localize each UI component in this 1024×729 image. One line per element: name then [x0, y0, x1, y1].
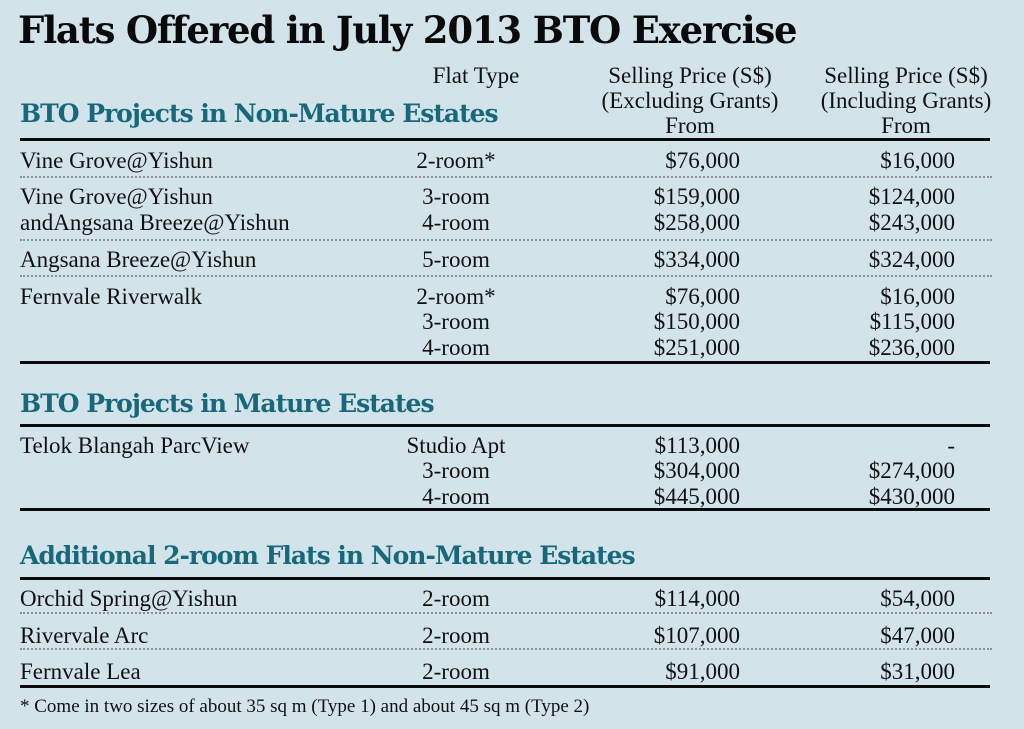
- flat-type: 2-room: [422, 586, 490, 611]
- price-excl-grants: $159,000: [653, 184, 740, 209]
- project-name: andAngsana Breeze@Yishun: [20, 210, 290, 235]
- flat-type: 2-room*: [416, 148, 496, 173]
- project-name: Vine Grove@Yishun: [20, 148, 213, 173]
- flat-type: 3-room: [422, 309, 490, 334]
- row-divider: [20, 648, 992, 650]
- section-rule: [20, 361, 990, 364]
- price-excl-grants: $76,000: [665, 284, 740, 309]
- price-incl-grants: $124,000: [868, 184, 955, 209]
- section-heading-additional-2-room: Additional 2-room Flats in Non-Mature Es…: [20, 541, 636, 570]
- row-divider: [20, 612, 992, 614]
- price-excl-grants: $150,000: [653, 309, 740, 334]
- project-name: Telok Blangah ParcView: [20, 433, 250, 458]
- row-divider: [20, 176, 992, 178]
- price-excl-grants: $445,000: [653, 484, 740, 509]
- flat-type: 3-room: [422, 184, 490, 209]
- price-incl-grants: $31,000: [880, 659, 955, 684]
- price-excl-grants: $258,000: [653, 210, 740, 235]
- row-divider: [20, 275, 992, 277]
- flat-type: 5-room: [422, 247, 490, 272]
- price-incl-grants: $274,000: [868, 458, 955, 483]
- flat-type: 2-room: [422, 623, 490, 648]
- column-header-flat-type: Flat Type: [432, 63, 520, 88]
- section-heading-mature: BTO Projects in Mature Estates: [20, 389, 435, 418]
- section-rule: [20, 508, 990, 511]
- column-header-incl-line2: (Including Grants): [820, 88, 992, 113]
- page-title: Flats Offered in July 2013 BTO Exercise: [18, 8, 798, 52]
- price-incl-grants: $236,000: [868, 335, 955, 360]
- price-incl-grants: $47,000: [880, 623, 955, 648]
- price-excl-grants: $91,000: [665, 659, 740, 684]
- flat-type: 3-room: [422, 458, 490, 483]
- price-incl-grants: $16,000: [880, 284, 955, 309]
- price-excl-grants: $114,000: [654, 586, 740, 611]
- section-heading-non-mature: BTO Projects in Non-Mature Estates: [20, 99, 499, 128]
- section-rule: [20, 424, 990, 427]
- price-excl-grants: $334,000: [653, 247, 740, 272]
- price-incl-grants: $16,000: [880, 148, 955, 173]
- price-incl-grants: $115,000: [869, 309, 955, 334]
- project-name: Rivervale Arc: [20, 623, 149, 648]
- price-excl-grants: $76,000: [665, 148, 740, 173]
- column-header-excl-line2: (Excluding Grants): [601, 88, 779, 113]
- flat-type: 2-room*: [416, 284, 496, 309]
- price-incl-grants: -: [947, 433, 955, 458]
- column-header-excl-line3: From: [665, 113, 715, 138]
- row-divider: [20, 239, 992, 241]
- price-incl-grants: $430,000: [868, 484, 955, 509]
- price-incl-grants: $243,000: [868, 210, 955, 235]
- flat-type: 4-room: [422, 335, 490, 360]
- price-excl-grants: $113,000: [654, 433, 740, 458]
- section-rule: [20, 685, 990, 688]
- column-header-excl-line1: Selling Price (S$): [608, 63, 772, 88]
- project-name: Orchid Spring@Yishun: [20, 586, 238, 611]
- flat-type: 2-room: [422, 659, 490, 684]
- price-incl-grants: $324,000: [868, 247, 955, 272]
- section-rule: [20, 138, 990, 141]
- project-name: Fernvale Lea: [20, 659, 141, 684]
- flat-type: 4-room: [422, 484, 490, 509]
- project-name: Angsana Breeze@Yishun: [20, 247, 257, 272]
- flat-type: 4-room: [422, 210, 490, 235]
- column-header-incl-line3: From: [881, 113, 931, 138]
- price-excl-grants: $107,000: [653, 623, 740, 648]
- flat-type: Studio Apt: [406, 433, 506, 458]
- section-rule: [20, 577, 990, 580]
- footnote: * Come in two sizes of about 35 sq m (Ty…: [20, 696, 590, 717]
- price-excl-grants: $304,000: [653, 458, 740, 483]
- project-name: Fernvale Riverwalk: [20, 284, 203, 309]
- price-incl-grants: $54,000: [880, 586, 955, 611]
- project-name: Vine Grove@Yishun: [20, 184, 213, 209]
- column-header-incl-line1: Selling Price (S$): [824, 63, 988, 88]
- price-excl-grants: $251,000: [653, 335, 740, 360]
